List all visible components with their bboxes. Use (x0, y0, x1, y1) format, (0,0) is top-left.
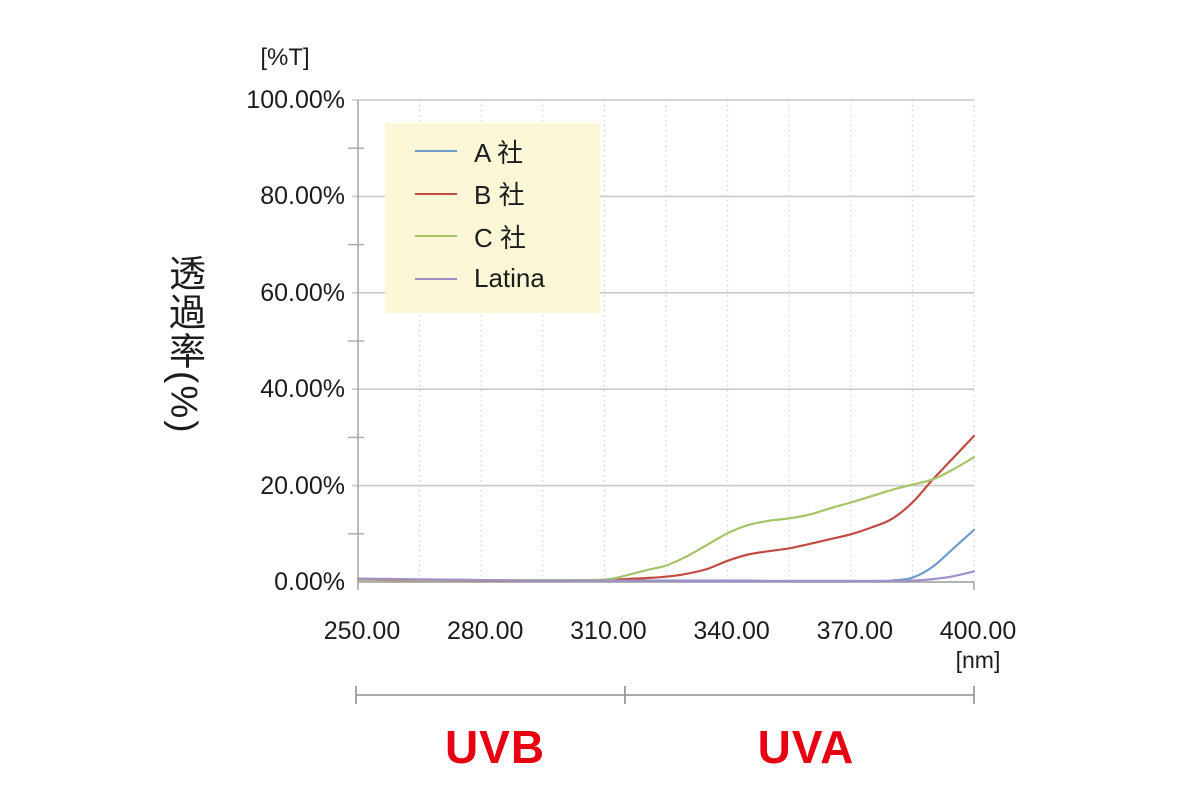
x-axis-tick-label: 310.00 (570, 617, 647, 645)
x-axis-tick-label: 250.00 (323, 617, 401, 645)
series-line-3 (356, 570, 976, 583)
y-axis-title: 透過率(%) (163, 254, 205, 435)
legend-item-a: A 社 (385, 130, 600, 173)
uvb-range-label: UVB (444, 721, 546, 773)
y-axis-unit-label: [%T] (260, 44, 310, 71)
x-axis-tick-label: 280.00 (446, 617, 524, 645)
legend-label-c: C 社 (474, 222, 527, 253)
x-axis-tick-label: 370.00 (816, 617, 894, 645)
y-axis-tick-label: 60.00% (260, 278, 345, 307)
y-axis-tick-label: 40.00% (260, 375, 345, 404)
uva-range-label: UVA (757, 721, 855, 773)
legend-item-b: B 社 (385, 173, 600, 216)
legend-line-swatch-c (415, 235, 457, 238)
legend-item-latina: Latina (385, 258, 600, 301)
legend-line-swatch-a (415, 150, 457, 153)
legend: A 社 B 社 C 社 Latina (385, 123, 600, 313)
y-axis-tick-label: 20.00% (260, 471, 345, 500)
legend-line-swatch-b (415, 192, 457, 195)
legend-line-swatch-latina (415, 277, 457, 280)
series-line-1 (356, 434, 976, 582)
x-axis-unit-label: [nm] (955, 647, 1001, 673)
legend-label-b: B 社 (474, 180, 525, 211)
y-axis-tick-label: 100.00% (246, 86, 345, 114)
x-axis-tick-label: 340.00 (693, 617, 770, 645)
legend-label-latina: Latina (474, 263, 545, 294)
legend-label-a: A 社 (474, 137, 524, 168)
y-axis-tick-label: 80.00% (260, 182, 345, 211)
y-axis-tick-label: 0.00% (274, 568, 345, 596)
x-axis-tick-label: 400.00 (939, 617, 1017, 645)
legend-item-c: C 社 (385, 215, 600, 258)
